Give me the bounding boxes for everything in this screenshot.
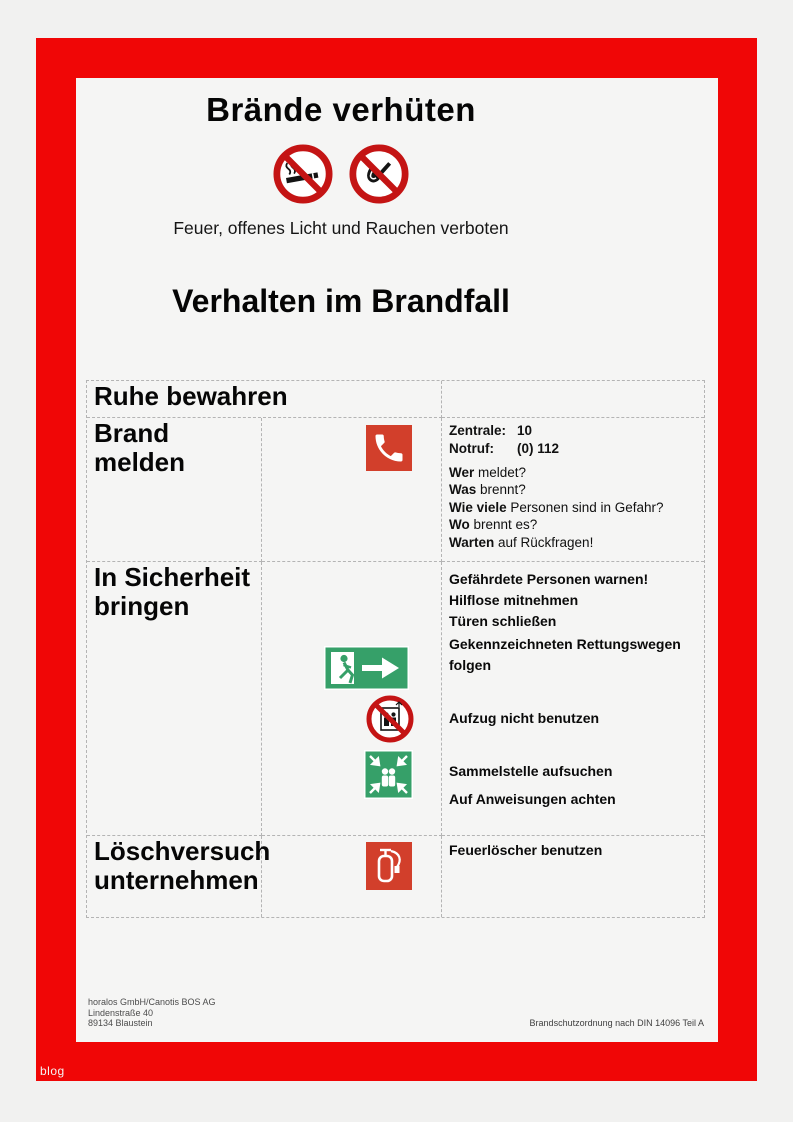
prohibition-caption: Feuer, offenes Licht und Rauchen verbote… [173, 218, 509, 238]
table-row: In Sicherheit bringen [87, 562, 262, 836]
table-row: Ruhe bewahren [87, 381, 442, 418]
zentrale-value: 10 [517, 423, 533, 438]
info-cell-brand-melden: Zentrale: 10 Notruf: (0) 112 Wer meldet? W… [442, 418, 704, 562]
prohibition-signs-row [76, 144, 606, 209]
zentrale-line: Zentrale: 10 [449, 423, 559, 441]
row-label-ruhe-bewahren: Ruhe bewahren [94, 381, 288, 411]
emergency-exit-icon [324, 646, 409, 695]
extinguisher-text: Feuerlöscher benutzen [449, 842, 603, 858]
question-line: Was brennt? [449, 482, 526, 498]
phone-numbers: Zentrale: 10 Notruf: (0) 112 [449, 423, 559, 459]
icon-cell-phone [262, 418, 442, 562]
warn-line: Hilflose mitnehmen [449, 592, 579, 608]
poster-content-area: Brände verhüten [76, 78, 718, 1042]
warn-line: Gefährdete Personen warnen! [449, 571, 649, 587]
instructions-text: Auf Anweisungen achten [449, 791, 616, 807]
notruf-line: Notruf: (0) 112 [449, 441, 559, 459]
table-row: Löschversuch unternehmen [87, 836, 271, 917]
blog-watermark: blog [40, 1064, 65, 1078]
company-street: Lindenstraße 40 [88, 1007, 154, 1018]
company-city: 89134 Blaustein [88, 1018, 153, 1028]
table-row: Brand melden [87, 418, 262, 562]
section-title: Verhalten im Brandfall [172, 283, 510, 319]
question-line: Wer meldet? [449, 465, 527, 480]
company-address: horalos GmbH/Canotis BOS AG Lindenstraße… [88, 997, 216, 1029]
no-elevator-text: Aufzug nicht benutzen [449, 710, 600, 726]
question-line: Wo brennt es? [449, 517, 538, 533]
notruf-label: Notruf: [449, 441, 494, 456]
info-cell-loeschversuch: Feuerlöscher benutzen [442, 836, 704, 917]
no-elevator-icon [366, 695, 414, 748]
behaviour-table: Ruhe bewahren Brand melden Zentrale: 1 [86, 380, 705, 918]
assembly-point-icon [364, 750, 413, 804]
notruf-value: (0) 112 [517, 441, 560, 456]
info-cell-in-sicherheit: Gefährdete Personen warnen! Hilflose mit… [442, 562, 704, 836]
fire-extinguisher-icon [366, 842, 412, 895]
row-label-loeschversuch: Löschversuch unternehmen [94, 836, 271, 896]
zentrale-label: Zentrale: [449, 423, 507, 438]
telephone-icon [366, 425, 412, 476]
company-name: horalos GmbH/Canotis BOS AG [88, 997, 216, 1007]
question-line: Wie viele Personen sind in Gefahr? [449, 499, 664, 515]
empty-cell [442, 381, 704, 418]
page-title: Brände verhüten [206, 91, 476, 128]
no-smoking-icon [273, 144, 333, 209]
icon-cell-extinguisher [262, 836, 442, 917]
row-label-in-sicherheit-bringen: In Sicherheit bringen [94, 562, 251, 622]
assembly-text: Sammelstelle aufsuchen [449, 763, 613, 779]
icon-cell-rescue [262, 562, 442, 836]
warn-lines: Gefährdete Personen warnen! Hilflose mit… [449, 569, 648, 632]
din-regulation-note: Brandschutzordnung nach DIN 14096 Teil A [529, 1018, 704, 1028]
escape-route-text: Gekennzeichneten Rettungswegen folgen [449, 636, 681, 673]
row-label-brand-melden: Brand melden [94, 418, 186, 478]
warn-line: Türen schließen [449, 613, 557, 629]
report-questions: Wer meldet? Was brennt? Wie viele Person… [449, 465, 664, 552]
question-line: Warten auf Rückfragen! [449, 534, 594, 550]
no-open-flame-icon [349, 144, 409, 209]
